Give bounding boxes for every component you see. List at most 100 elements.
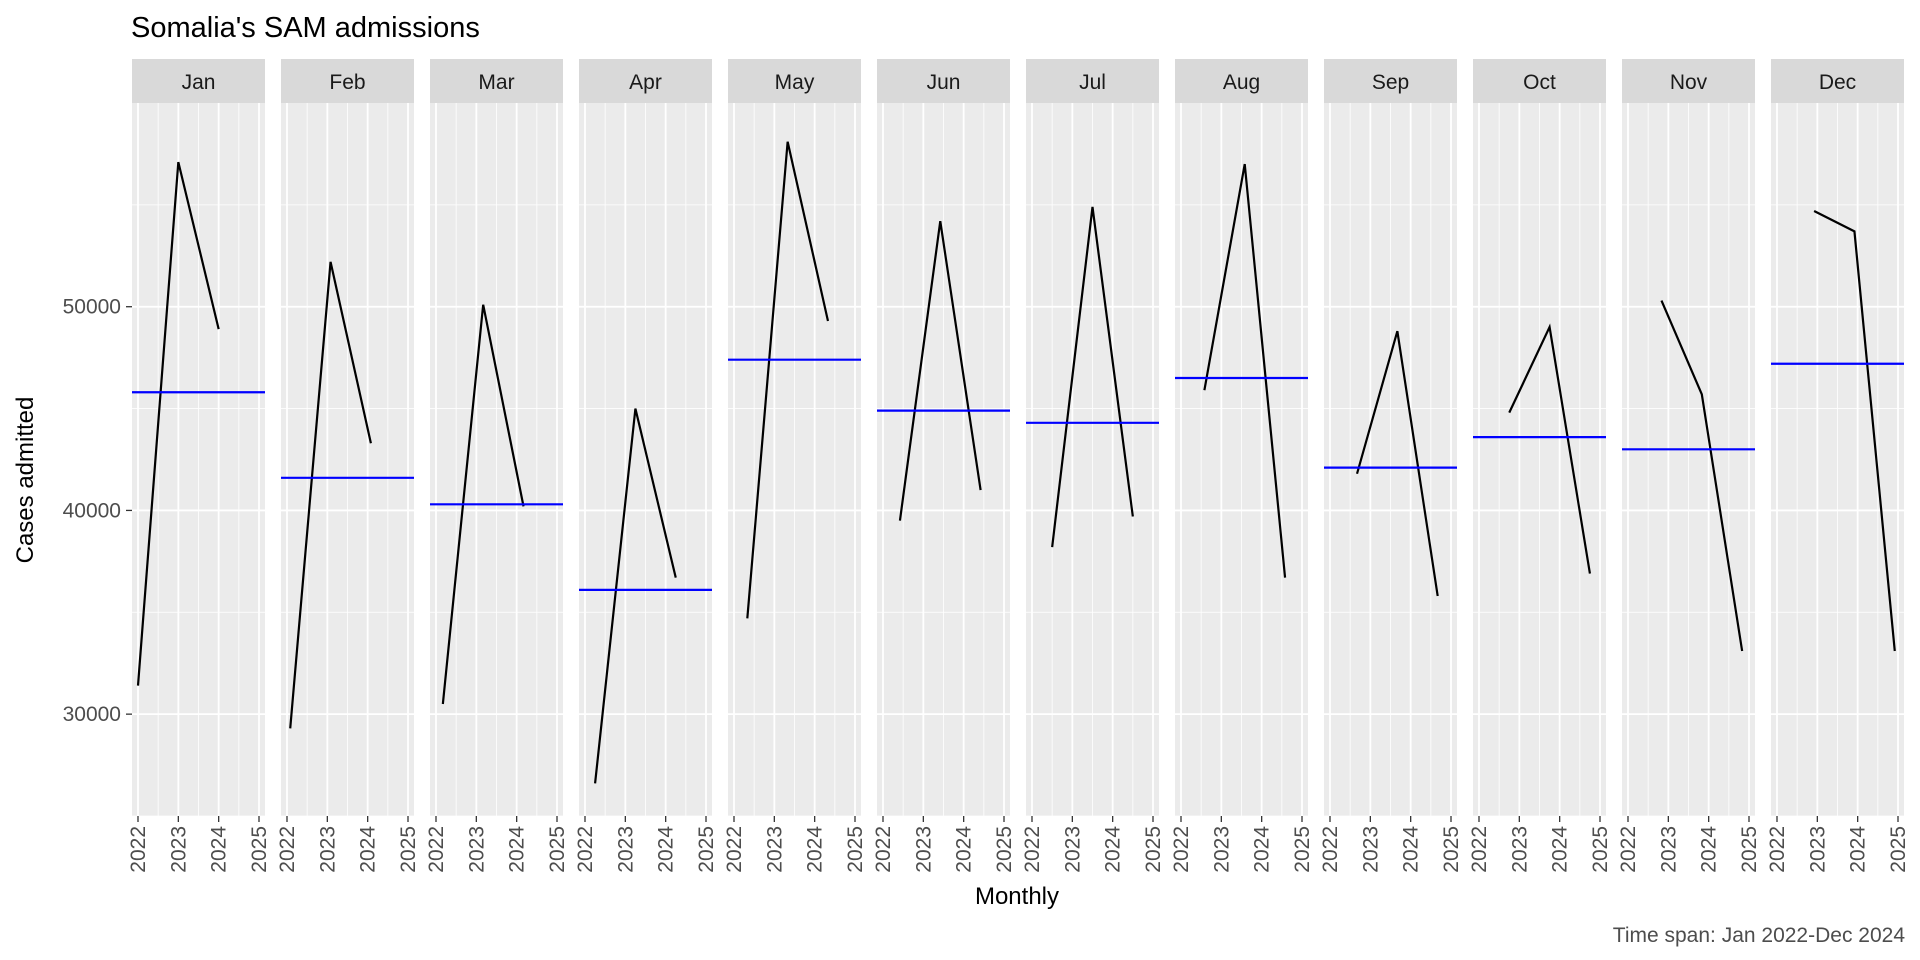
facet-panel-may: May 2022 2023 2024 2025 (723, 59, 867, 873)
facet-strip-label: Jul (1079, 71, 1106, 94)
x-tick-label: 2022 (1170, 826, 1193, 873)
x-tick-label: 2025 (248, 826, 271, 873)
facet-strip (728, 59, 861, 103)
series-line (289, 261, 372, 729)
series-line (593, 408, 677, 784)
chart-caption: Time span: Jan 2022-Dec 2024 (1613, 924, 1906, 947)
x-tick-label: 2023 (614, 826, 637, 873)
x-tick-label: 2024 (1698, 826, 1721, 873)
x-tick-label: 2022 (1468, 826, 1491, 873)
x-tick-label: 2024 (804, 826, 827, 873)
x-tick-label: 2023 (1359, 826, 1382, 873)
x-tick-label: 2023 (465, 826, 488, 873)
x-tick-label: 2025 (1291, 826, 1314, 873)
facet-strip (1473, 59, 1606, 103)
series-line (1051, 206, 1134, 548)
facet-panel-jan: Jan 2022 2023 2024 2025 (127, 59, 271, 873)
x-tick-label: 2023 (763, 826, 786, 873)
x-tick-label: 2023 (912, 826, 935, 873)
series-line (746, 141, 830, 619)
facet-strip-label: Sep (1372, 71, 1409, 94)
facet-panel-nov: Nov 2022 2023 2024 2025 (1617, 59, 1761, 873)
x-tick-label: 2023 (167, 826, 190, 873)
y-tick-label: 30000 (63, 703, 121, 726)
facet-panel-dec: Dec 2022 2023 2024 2025 (1766, 59, 1910, 873)
facet-strip (1771, 59, 1904, 103)
y-tick-label: 40000 (63, 499, 121, 522)
facet-strip-label: Nov (1670, 71, 1708, 94)
x-tick-label: 2024 (357, 826, 380, 873)
x-tick-label: 2023 (1061, 826, 1084, 873)
facet-strip (1175, 59, 1308, 103)
x-tick-label: 2025 (844, 826, 867, 873)
facet-panel-apr: Apr 2022 2023 2024 2025 (574, 59, 718, 873)
x-tick-label: 2022 (1319, 826, 1342, 873)
facet-panel-jun: Jun 2022 2023 2024 2025 (872, 59, 1016, 873)
y-axis-title: Cases admitted (12, 397, 39, 564)
x-tick-label: 2025 (1738, 826, 1761, 873)
x-tick-label: 2024 (1847, 826, 1870, 873)
x-tick-label: 2024 (208, 826, 231, 873)
facet-strip-label: Feb (329, 71, 365, 94)
x-tick-label: 2025 (695, 826, 718, 873)
facet-strip (281, 59, 414, 103)
x-tick-label: 2022 (1766, 826, 1789, 873)
x-tick-label: 2025 (1887, 826, 1910, 873)
series-line (1203, 163, 1287, 578)
facet-panel-aug: Aug 2022 2023 2024 2025 (1170, 59, 1314, 873)
x-tick-label: 2024 (506, 826, 529, 873)
x-tick-label: 2025 (1589, 826, 1612, 873)
y-tick-label: 50000 (63, 296, 121, 319)
facet-strip-label: Apr (629, 71, 662, 94)
series-line (1813, 209, 1896, 652)
x-tick-label: 2023 (1508, 826, 1531, 873)
x-tick-label: 2023 (316, 826, 339, 873)
x-tick-label: 2024 (1102, 826, 1125, 873)
series-line (1355, 330, 1439, 597)
facet-strip (132, 59, 265, 103)
series-line (1508, 323, 1592, 574)
facet-strip (877, 59, 1010, 103)
facet-strip (430, 59, 563, 103)
x-tick-label: 2025 (397, 826, 420, 873)
facet-strip (579, 59, 712, 103)
series-line (1660, 300, 1744, 652)
facet-panel-oct: Oct 2022 2023 2024 2025 (1468, 59, 1612, 873)
facet-strip-label: Jan (182, 71, 216, 94)
series-line (441, 304, 525, 705)
x-tick-label: 2022 (574, 826, 597, 873)
x-tick-label: 2022 (1617, 826, 1640, 873)
x-tick-label: 2024 (953, 826, 976, 873)
x-tick-label: 2022 (1021, 826, 1044, 873)
x-tick-label: 2025 (1142, 826, 1165, 873)
facet-panel-sep: Sep 2022 2023 2024 2025 (1319, 59, 1463, 873)
facet-strip-label: Aug (1223, 71, 1260, 94)
x-tick-label: 2024 (1400, 826, 1423, 873)
x-tick-label: 2025 (993, 826, 1016, 873)
facet-strip-label: May (775, 71, 815, 94)
x-tick-label: 2022 (276, 826, 299, 873)
x-tick-label: 2025 (546, 826, 569, 873)
facet-strip (1026, 59, 1159, 103)
facet-strip (1622, 59, 1755, 103)
x-tick-label: 2022 (127, 826, 150, 873)
facet-strip-label: Oct (1523, 71, 1556, 94)
x-tick-label: 2023 (1806, 826, 1829, 873)
x-tick-label: 2025 (1440, 826, 1463, 873)
x-axis-title: Monthly (975, 883, 1059, 910)
x-tick-label: 2023 (1657, 826, 1680, 873)
chart-title: Somalia's SAM admissions (131, 12, 480, 44)
x-tick-label: 2022 (723, 826, 746, 873)
x-tick-label: 2023 (1210, 826, 1233, 873)
facet-panel-mar: Mar 2022 2023 2024 2025 (425, 59, 569, 873)
facet-panel-feb: Feb 2022 2023 2024 2025 (276, 59, 420, 873)
x-tick-label: 2022 (872, 826, 895, 873)
x-tick-label: 2024 (655, 826, 678, 873)
facet-strip-label: Dec (1819, 71, 1856, 94)
x-tick-label: 2022 (425, 826, 448, 873)
series-line (136, 161, 220, 686)
x-tick-label: 2024 (1549, 826, 1572, 873)
facet-panel-jul: Jul 2022 2023 2024 2025 (1021, 59, 1165, 873)
facet-strip (1324, 59, 1457, 103)
